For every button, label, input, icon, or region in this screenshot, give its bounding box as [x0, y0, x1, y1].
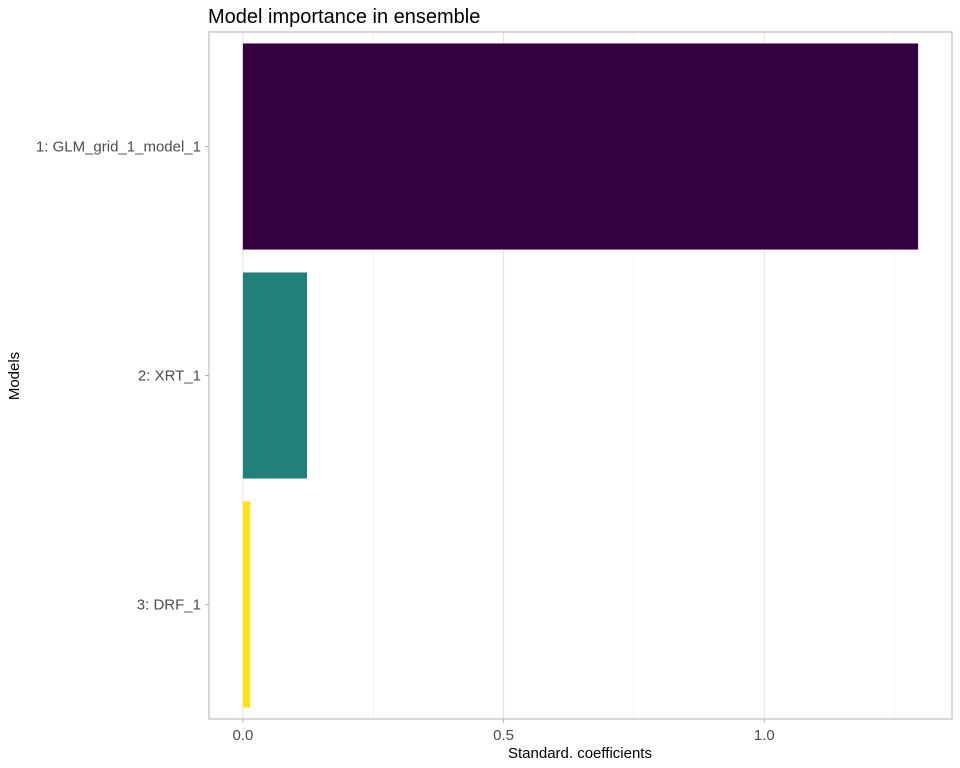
- x-tick-label: 1.0: [754, 727, 775, 744]
- y-tick-label: 2: XRT_1: [138, 368, 201, 385]
- bar: [242, 43, 919, 250]
- y-tick-label: 3: DRF_1: [137, 597, 201, 614]
- x-axis-title: Standard. coefficients: [508, 745, 652, 762]
- y-axis-ticks: 1: GLM_grid_1_model_1 2: XRT_1 3: DRF_1: [36, 139, 209, 614]
- bar: [242, 272, 308, 479]
- chart-title: Model importance in ensemble: [208, 6, 480, 28]
- x-tick-label: 0.5: [493, 727, 514, 744]
- y-tick-label: 1: GLM_grid_1_model_1: [36, 139, 201, 156]
- bars: [242, 43, 919, 708]
- x-tick-label: 0.0: [232, 727, 253, 744]
- y-axis-title: Models: [6, 352, 23, 400]
- bar: [242, 501, 251, 708]
- x-axis-ticks: 0.0 0.5 1.0: [232, 719, 775, 744]
